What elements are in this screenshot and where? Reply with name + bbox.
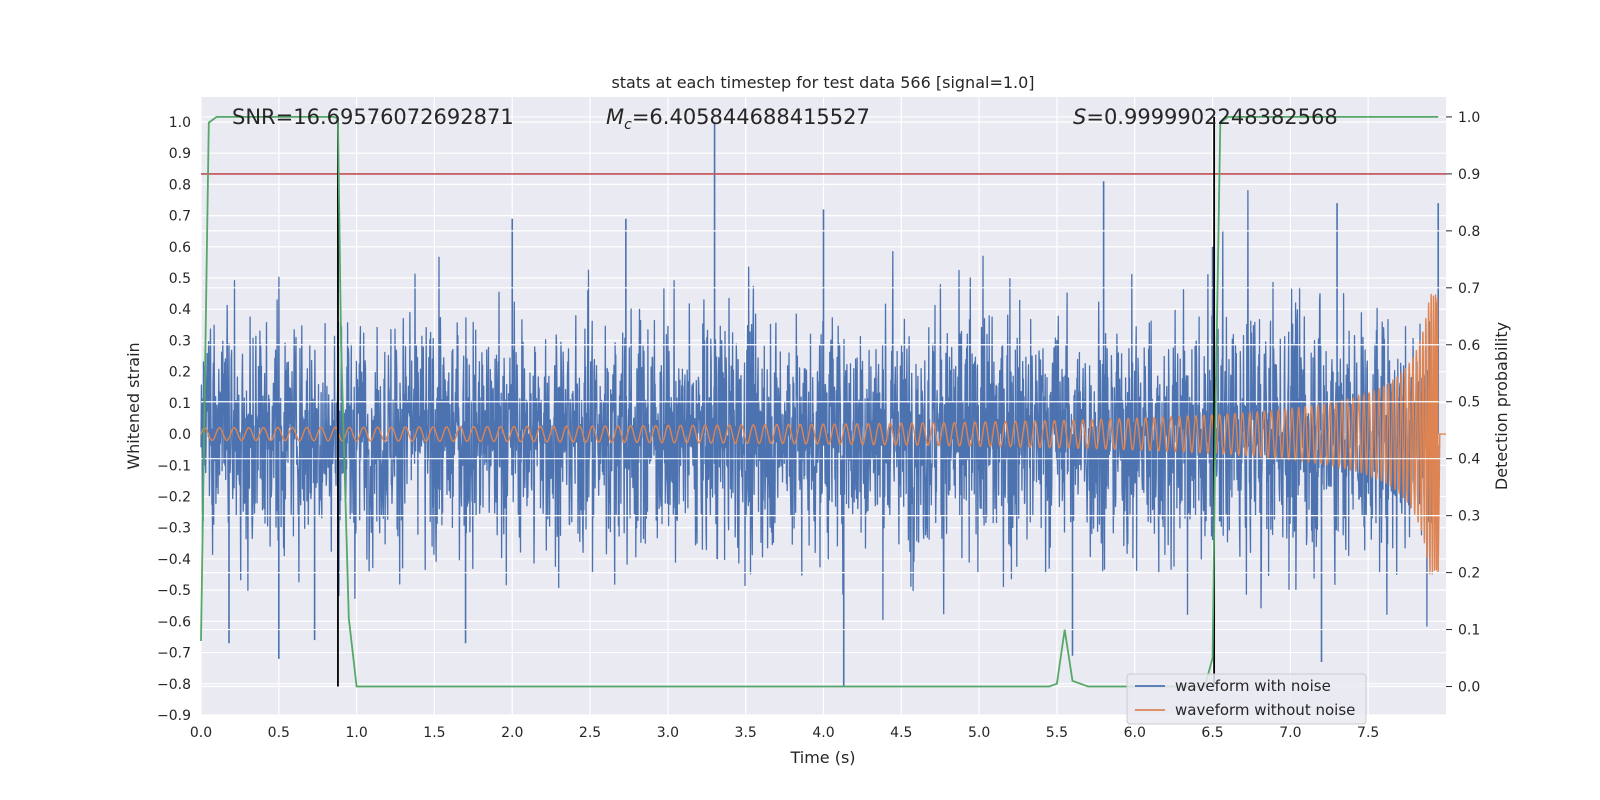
x-tick-label: 1.0: [345, 725, 367, 741]
series-waveform-without-noise: [200, 293, 1446, 575]
legend-label-noise: waveform with noise: [1175, 677, 1331, 695]
x-tick-label: 3.5: [735, 725, 757, 741]
y-axis-left-ticks: 1.0 0.9 0.8 0.7 0.6 0.5 0.4 0.3 0.2 0.1 0.0 −0.1 −0.…: [157, 115, 191, 724]
y-left-tick-label: 0.9: [169, 146, 191, 162]
series-detection-probability: [200, 116, 1439, 688]
y-right-tick-label: 0.5: [1458, 395, 1480, 411]
x-tick-label: 7.0: [1279, 725, 1301, 741]
y-right-tick-label: 0.9: [1458, 167, 1480, 183]
y-right-tick-label: 0.0: [1458, 680, 1480, 696]
probability-line: [200, 116, 1439, 688]
x-tick-label: 0.0: [190, 725, 212, 741]
y-left-tick-label: 0.1: [169, 396, 191, 412]
y-left-tick-label: −0.6: [157, 614, 191, 630]
x-tick-label: 1.5: [423, 725, 445, 741]
y-left-tick-label: 0.7: [169, 209, 191, 225]
y-axis-left-label: Whitened strain: [124, 342, 143, 469]
x-tick-label: 4.5: [890, 725, 912, 741]
y-right-tick-label: 0.8: [1458, 224, 1480, 240]
y-left-tick-label: 0.6: [169, 240, 191, 256]
y-left-tick-label: −0.9: [157, 708, 191, 724]
y-left-tick-label: −0.8: [157, 677, 191, 693]
y-left-tick-label: 0.2: [169, 365, 191, 381]
x-tick-label: 5.0: [968, 725, 990, 741]
annotation-snr: SNR=16.69576072692871: [232, 105, 514, 129]
y-left-tick-label: 1.0: [169, 115, 191, 131]
y-left-tick-label: −0.5: [157, 583, 191, 599]
y-left-tick-label: 0.5: [169, 271, 191, 287]
y-right-tick-label: 0.4: [1458, 452, 1480, 468]
x-tick-label: 7.5: [1357, 725, 1379, 741]
legend-box: [1126, 673, 1367, 725]
y-left-tick-label: −0.2: [157, 490, 191, 506]
y-right-tick-label: 0.3: [1458, 509, 1480, 525]
y-left-tick-label: −0.4: [157, 552, 191, 568]
annotation-chirp-mass: Mc=6.405844688415527: [606, 105, 870, 133]
x-tick-label: 5.5: [1046, 725, 1068, 741]
x-tick-label: 6.0: [1124, 725, 1146, 741]
legend: waveform with noise waveform without noi…: [1126, 673, 1367, 725]
y-axis-right-ticks: 1.0 0.9 0.8 0.7 0.6 0.5 0.4 0.3 0.2 0.1 0.0: [1446, 110, 1480, 696]
y-left-tick-label: −0.7: [157, 646, 191, 662]
annotation-s-value: =0.9999902248382568: [1086, 105, 1337, 129]
y-right-tick-label: 0.7: [1458, 281, 1480, 297]
x-tick-label: 2.5: [579, 725, 601, 741]
x-axis-label: Time (s): [789, 748, 855, 767]
y-left-tick-label: −0.1: [157, 458, 191, 474]
clean-line: [200, 293, 1446, 575]
y-axis-right-label: Detection probability: [1492, 322, 1511, 490]
y-right-tick-label: 1.0: [1458, 110, 1480, 126]
right-axis-grid: [201, 116, 1446, 688]
annotation-chirp-mass-subscript: c: [624, 117, 632, 133]
legend-label-clean: waveform without noise: [1175, 701, 1355, 719]
y-left-tick-label: −0.3: [157, 521, 191, 537]
x-tick-label: 6.5: [1201, 725, 1223, 741]
annotation-s-symbol: S: [1073, 105, 1086, 129]
annotation-s: S=0.9999902248382568: [1073, 105, 1338, 129]
y-left-tick-label: 0.0: [169, 427, 191, 443]
x-tick-label: 0.5: [268, 725, 290, 741]
chart-title: stats at each timestep for test data 566…: [611, 73, 1034, 92]
annotation-chirp-mass-symbol: M: [606, 105, 624, 129]
x-tick-label: 2.0: [501, 725, 523, 741]
x-tick-label: 3.0: [657, 725, 679, 741]
x-axis-ticks: 0.0 0.5 1.0 1.5 2.0 2.5 3.0 3.5 4.0 4.5 5.0 5.5 6.0 6…: [190, 725, 1379, 741]
y-left-tick-label: 0.4: [169, 302, 191, 318]
y-left-tick-label: 0.3: [169, 333, 191, 349]
y-left-tick-label: 0.8: [169, 177, 191, 193]
y-right-tick-label: 0.2: [1458, 566, 1480, 582]
y-right-tick-label: 0.6: [1458, 338, 1480, 354]
x-tick-label: 4.0: [812, 725, 834, 741]
annotation-chirp-mass-value: =6.405844688415527: [632, 105, 870, 129]
y-right-tick-label: 0.1: [1458, 623, 1480, 639]
